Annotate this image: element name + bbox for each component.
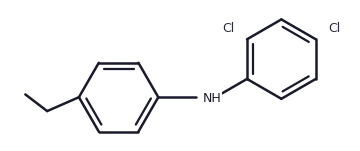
Text: Cl: Cl <box>222 22 234 35</box>
Text: NH: NH <box>202 92 221 105</box>
Text: Cl: Cl <box>329 22 341 35</box>
